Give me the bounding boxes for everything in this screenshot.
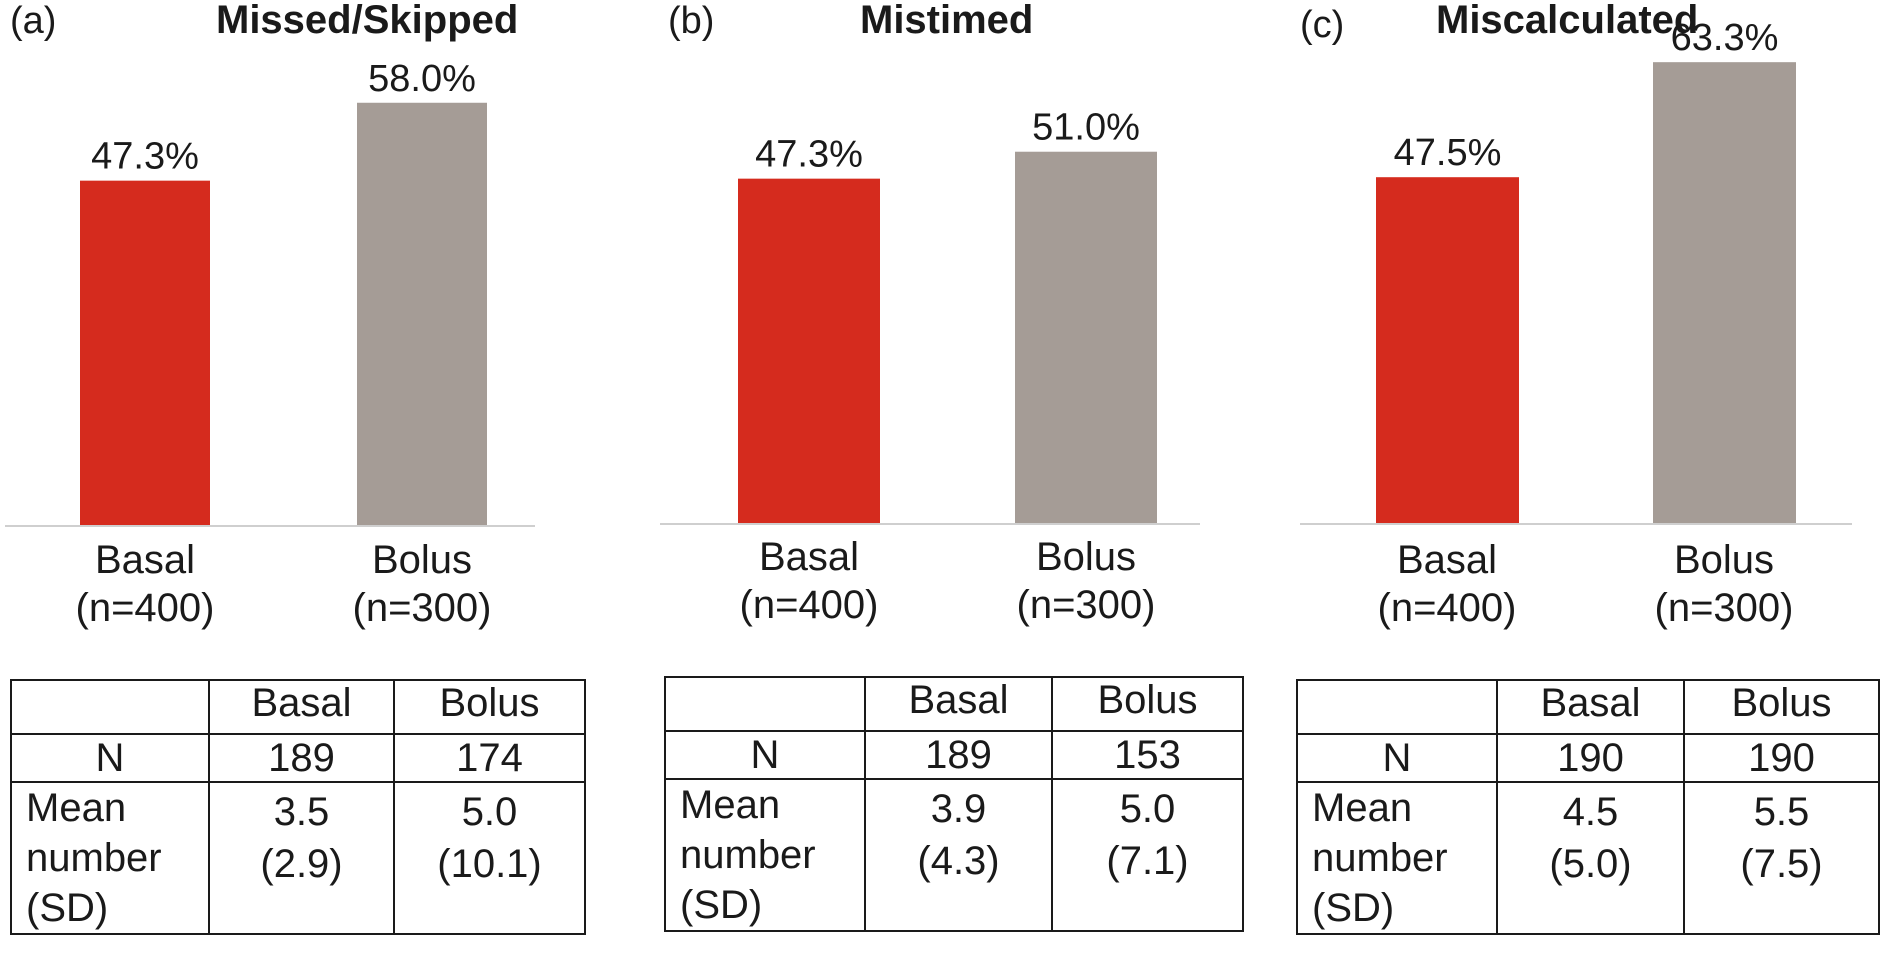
panel-letter: (c) <box>1300 4 1345 46</box>
stats-table: Basal Bolus N 190 190 Mean number (SD) 4.5 (5.… <box>1296 679 1880 935</box>
panel-title: Missed/Skipped <box>216 0 519 42</box>
panel-b: (b) Mistimed 47.3% 51.0% Basal (n=400) Bol… <box>660 0 1260 954</box>
table-header: Basal <box>1496 679 1685 735</box>
category-label-bolus: Bolus (n=300) <box>1654 538 1794 630</box>
table-corner <box>10 679 210 735</box>
row-label: Mean number (SD) <box>10 781 210 935</box>
panel-title: Mistimed <box>860 0 1034 42</box>
category-label-basal: Basal (n=400) <box>1377 538 1517 630</box>
table-header: Bolus <box>393 679 586 735</box>
stats-table: Basal Bolus N 189 174 Mean number (SD) 3.5 (2.… <box>10 679 586 935</box>
category-label-basal: Basal (n=400) <box>739 535 879 627</box>
bar-bolus <box>1653 62 1796 524</box>
bar-basal <box>80 180 210 525</box>
table-cell: 5.0 (7.1) <box>1051 778 1244 932</box>
bar-chart: 47.5% 63.3% <box>1300 17 1852 525</box>
category-label-bolus: Bolus (n=300) <box>1016 535 1156 627</box>
row-label: Mean number (SD) <box>1296 781 1498 935</box>
bar-basal <box>738 178 880 523</box>
table-header: Bolus <box>1051 676 1244 732</box>
table-header: Basal <box>208 679 395 735</box>
stats-table: Basal Bolus N 189 153 Mean number (SD) 3.9 (4.… <box>664 676 1244 932</box>
table-cell: 4.5 (5.0) <box>1496 781 1685 935</box>
data-label: 51.0% <box>1032 107 1140 149</box>
data-label: 63.3% <box>1671 17 1779 59</box>
table-cell: 3.5 (2.9) <box>208 781 395 935</box>
panel-title: Miscalculated <box>1436 0 1699 42</box>
bar-chart: 47.3% 51.0% <box>660 107 1200 525</box>
category-label-bolus: Bolus (n=300) <box>352 538 492 630</box>
table-cell: 189 <box>208 733 395 783</box>
panel-a: (a) Missed/Skipped 47.3% 58.0% Basal (n=40… <box>0 0 600 954</box>
data-label: 58.0% <box>368 58 476 100</box>
table-cell: 190 <box>1683 733 1880 783</box>
panel-letter: (b) <box>668 0 715 42</box>
table-cell: 5.5 (7.5) <box>1683 781 1880 935</box>
panel-c: (c) Miscalculated 47.5% 63.3% Basal (n=400… <box>1296 0 1889 954</box>
table-header: Bolus <box>1683 679 1880 735</box>
table-cell: 153 <box>1051 730 1244 780</box>
panel-letter: (a) <box>10 0 57 42</box>
bar-chart: 47.3% 58.0% <box>5 58 535 527</box>
category-label-basal: Basal (n=400) <box>75 538 215 630</box>
bar-basal <box>1376 177 1519 523</box>
table-cell: 190 <box>1496 733 1685 783</box>
table-header: Basal <box>864 676 1053 732</box>
bar-bolus <box>1015 151 1157 523</box>
row-label: N <box>664 730 866 780</box>
bar-bolus <box>357 102 487 525</box>
row-label: Mean number (SD) <box>664 778 866 932</box>
table-corner <box>664 676 866 732</box>
data-label: 47.3% <box>91 136 199 178</box>
data-label: 47.3% <box>755 134 863 176</box>
table-cell: 5.0 (10.1) <box>393 781 586 935</box>
table-cell: 189 <box>864 730 1053 780</box>
data-label: 47.5% <box>1394 132 1502 174</box>
table-cell: 174 <box>393 733 586 783</box>
row-label: N <box>10 733 210 783</box>
table-corner <box>1296 679 1498 735</box>
row-label: N <box>1296 733 1498 783</box>
table-cell: 3.9 (4.3) <box>864 778 1053 932</box>
